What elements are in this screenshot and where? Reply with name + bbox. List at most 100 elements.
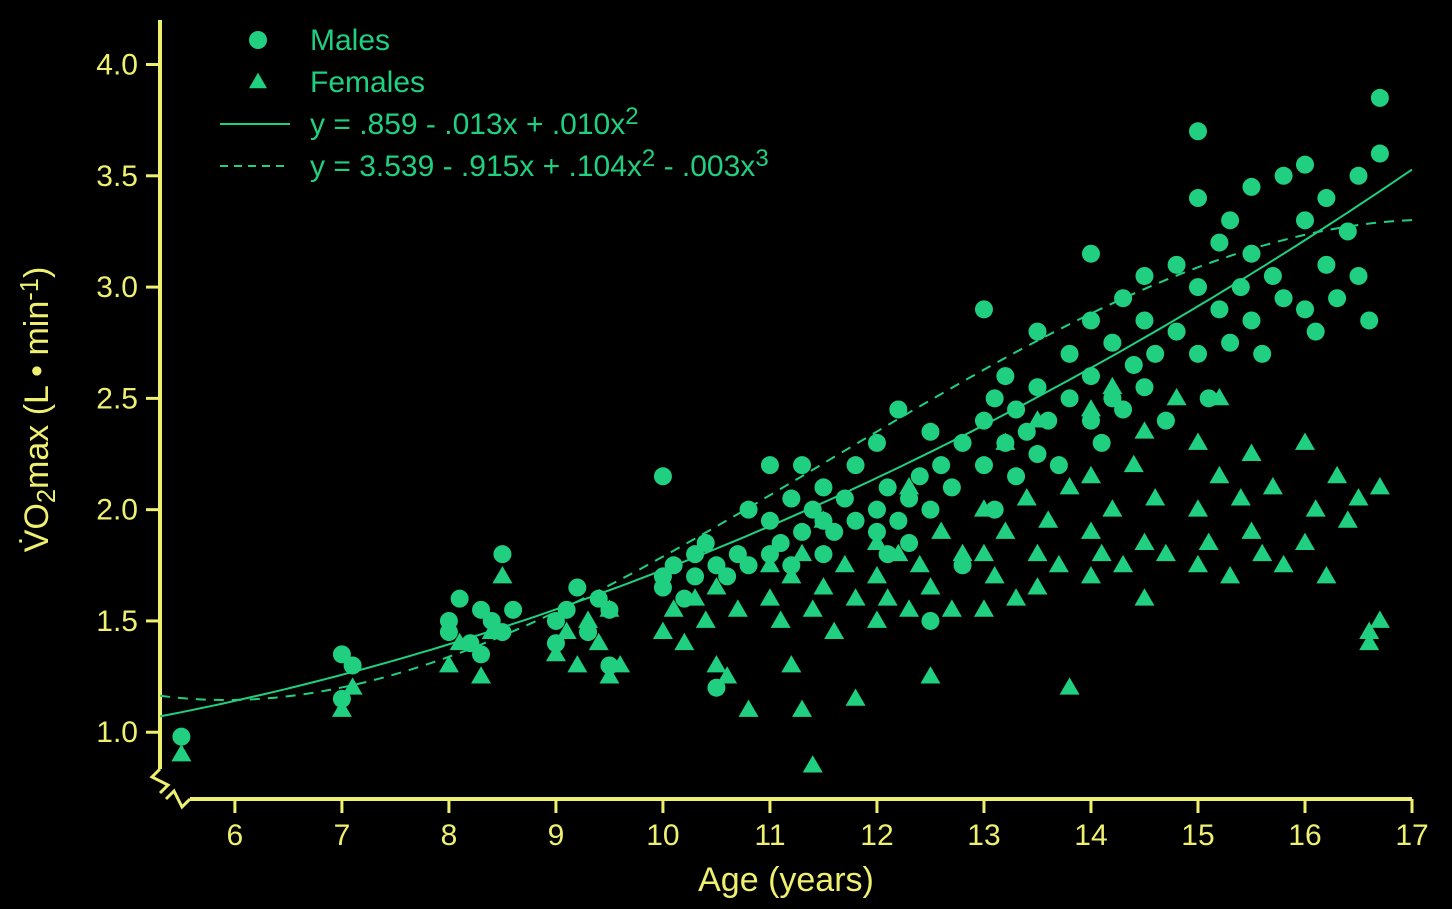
data-point-male — [1275, 167, 1293, 185]
data-point-male — [1275, 289, 1293, 307]
data-point-male — [1221, 211, 1239, 229]
data-point-male — [344, 656, 362, 674]
data-point-male — [718, 567, 736, 585]
data-point-male — [665, 556, 683, 574]
legend-label: y = 3.539 - .915x + .104x2 - .003x3 — [310, 145, 769, 183]
data-point-male — [921, 612, 939, 630]
data-point-male — [1296, 211, 1314, 229]
data-point-male — [900, 534, 918, 552]
data-point-male — [1114, 401, 1132, 419]
data-point-male — [814, 545, 832, 563]
data-point-male — [1253, 345, 1271, 363]
legend-label: y = .859 - .013x + .010x2 — [310, 103, 639, 141]
x-tick-label: 12 — [860, 819, 893, 852]
data-point-male — [1296, 156, 1314, 174]
y-tick-label: 3.0 — [96, 271, 138, 304]
data-point-male — [868, 501, 886, 519]
y-axis-label: V̇O2max (L • min-1) — [16, 267, 61, 553]
legend-marker-circle-icon — [249, 31, 267, 49]
scatter-chart: 678910111213141516171.01.52.02.53.03.54.… — [0, 0, 1452, 909]
data-point-male — [1189, 345, 1207, 363]
data-point-male — [793, 523, 811, 541]
data-point-male — [975, 300, 993, 318]
data-point-male — [1307, 323, 1325, 341]
data-point-male — [1061, 345, 1079, 363]
x-tick-label: 8 — [441, 819, 458, 852]
data-point-male — [1125, 356, 1143, 374]
data-point-male — [1114, 289, 1132, 307]
y-tick-label: 4.0 — [96, 49, 138, 82]
data-point-male — [996, 367, 1014, 385]
data-point-male — [1189, 278, 1207, 296]
data-point-male — [761, 512, 779, 530]
data-point-male — [1093, 434, 1111, 452]
data-point-male — [1360, 311, 1378, 329]
data-point-male — [932, 456, 950, 474]
data-point-male — [793, 456, 811, 474]
data-point-male — [1242, 311, 1260, 329]
data-point-male — [943, 478, 961, 496]
data-point-male — [1317, 256, 1335, 274]
data-point-male — [1168, 323, 1186, 341]
x-tick-label: 13 — [967, 819, 1000, 852]
data-point-male — [954, 434, 972, 452]
data-point-male — [172, 728, 190, 746]
data-point-male — [1082, 367, 1100, 385]
data-point-male — [814, 478, 832, 496]
x-tick-label: 11 — [754, 819, 785, 852]
y-tick-label: 3.5 — [96, 160, 138, 193]
data-point-male — [1339, 222, 1357, 240]
data-point-male — [921, 423, 939, 441]
data-point-male — [1082, 245, 1100, 263]
data-point-male — [1242, 178, 1260, 196]
data-point-male — [1082, 311, 1100, 329]
data-point-male — [654, 467, 672, 485]
data-point-male — [1210, 300, 1228, 318]
data-point-male — [889, 512, 907, 530]
data-point-male — [1349, 167, 1367, 185]
data-point-male — [772, 534, 790, 552]
data-point-male — [868, 434, 886, 452]
data-point-male — [1135, 378, 1153, 396]
data-point-male — [1296, 300, 1314, 318]
data-point-male — [911, 467, 929, 485]
data-point-male — [740, 556, 758, 574]
data-point-male — [1242, 245, 1260, 263]
data-point-male — [1050, 456, 1068, 474]
data-point-male — [1328, 289, 1346, 307]
data-point-male — [686, 567, 704, 585]
x-tick-label: 14 — [1074, 819, 1107, 852]
x-tick-label: 16 — [1288, 819, 1321, 852]
data-point-male — [1007, 401, 1025, 419]
x-tick-label: 10 — [646, 819, 679, 852]
data-point-male — [697, 534, 715, 552]
data-point-male — [1371, 89, 1389, 107]
data-point-male — [1028, 445, 1046, 463]
data-point-male — [1264, 267, 1282, 285]
data-point-male — [847, 512, 865, 530]
data-point-male — [1232, 278, 1250, 296]
x-tick-label: 9 — [548, 819, 565, 852]
data-point-male — [1317, 189, 1335, 207]
y-tick-label: 1.0 — [96, 716, 138, 749]
data-point-male — [847, 456, 865, 474]
chart-background — [0, 0, 1452, 909]
data-point-male — [1168, 256, 1186, 274]
data-point-male — [1146, 345, 1164, 363]
data-point-male — [1189, 189, 1207, 207]
data-point-male — [761, 456, 779, 474]
x-tick-label: 7 — [334, 819, 351, 852]
data-point-male — [1135, 267, 1153, 285]
data-point-male — [986, 389, 1004, 407]
x-tick-label: 15 — [1181, 819, 1214, 852]
data-point-male — [440, 623, 458, 641]
data-point-male — [1210, 234, 1228, 252]
legend-label: Males — [310, 24, 390, 57]
x-axis-label: Age (years) — [698, 861, 874, 899]
data-point-male — [1349, 267, 1367, 285]
data-point-male — [451, 590, 469, 608]
data-point-male — [782, 490, 800, 508]
data-point-male — [1061, 389, 1079, 407]
data-point-male — [472, 645, 490, 663]
x-tick-label: 17 — [1395, 819, 1428, 852]
